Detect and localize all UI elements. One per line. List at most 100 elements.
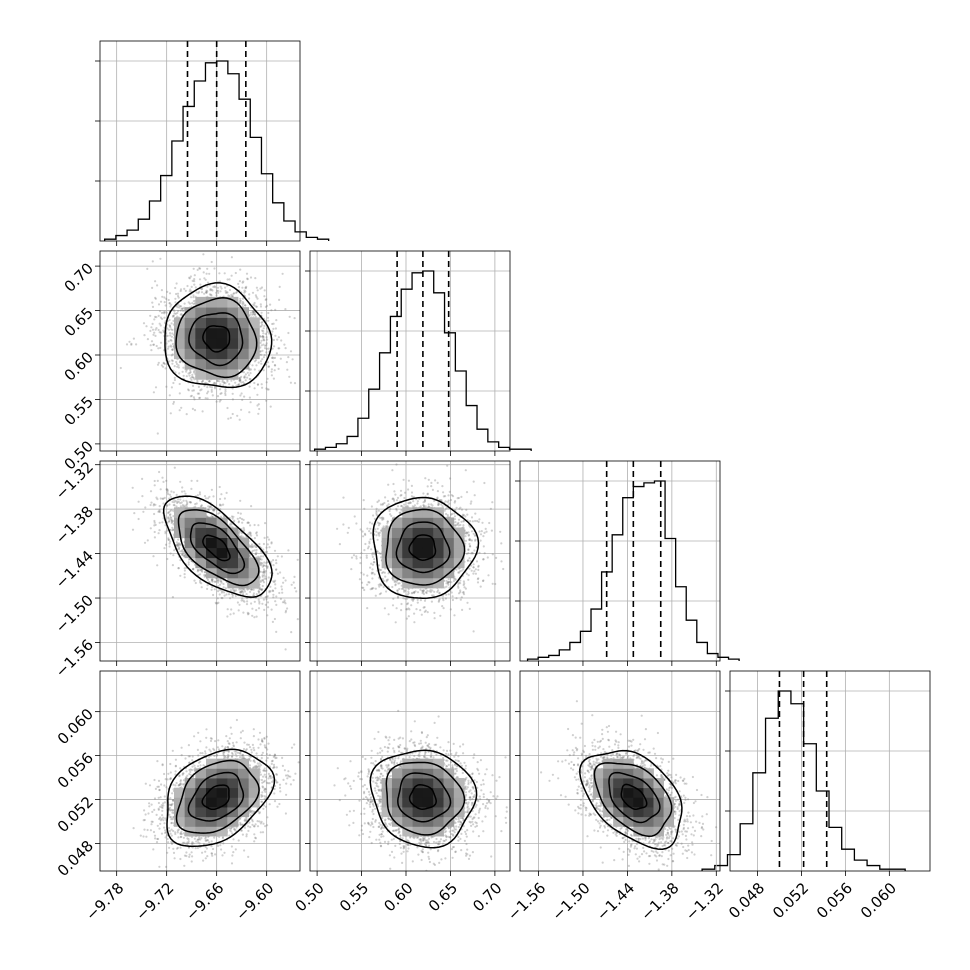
sample-point xyxy=(163,496,166,499)
sample-point xyxy=(163,301,166,304)
density-cell xyxy=(216,317,228,329)
sample-point xyxy=(280,588,284,591)
density-cell xyxy=(238,338,250,349)
sample-point xyxy=(266,595,269,598)
sample-point xyxy=(217,579,220,582)
sample-point xyxy=(252,312,255,315)
sample-point xyxy=(230,608,233,611)
sample-point xyxy=(158,510,161,513)
sample-point xyxy=(152,504,155,507)
sample-point xyxy=(176,544,179,547)
sample-point xyxy=(154,297,157,300)
sample-point xyxy=(184,492,187,495)
sample-point xyxy=(240,375,243,378)
sample-point xyxy=(261,584,264,588)
sample-point xyxy=(264,596,267,599)
sample-point xyxy=(279,597,282,601)
sample-point xyxy=(218,400,221,403)
sample-point xyxy=(234,271,237,275)
sample-point xyxy=(187,561,190,564)
sample-point xyxy=(158,521,161,524)
sample-point xyxy=(241,281,244,284)
sample-point xyxy=(141,477,144,480)
sample-point xyxy=(254,553,257,556)
sample-point xyxy=(172,314,175,317)
sample-point xyxy=(215,602,218,605)
sample-point xyxy=(224,388,227,391)
sample-point xyxy=(227,294,230,297)
sample-point xyxy=(274,587,277,590)
sample-point xyxy=(206,584,209,587)
sample-point xyxy=(170,339,173,342)
sample-point xyxy=(119,366,122,370)
sample-point xyxy=(181,307,184,310)
sample-point xyxy=(211,394,214,397)
sample-point xyxy=(156,284,159,287)
sample-point xyxy=(273,617,276,621)
sample-point xyxy=(173,504,176,507)
sample-point xyxy=(188,500,191,504)
sample-point xyxy=(171,500,174,503)
sample-point xyxy=(205,291,208,294)
sample-point xyxy=(263,295,266,298)
sample-point xyxy=(262,548,265,551)
density-cell xyxy=(216,327,228,339)
sample-point xyxy=(206,281,210,284)
sample-point xyxy=(246,533,250,536)
sample-point xyxy=(192,567,195,570)
sample-point xyxy=(185,505,188,508)
sample-point xyxy=(261,575,264,578)
sample-point xyxy=(251,364,254,367)
sample-point xyxy=(304,615,306,617)
sample-point xyxy=(260,588,263,591)
sample-point xyxy=(187,389,190,392)
sample-point xyxy=(211,586,214,589)
sample-point xyxy=(128,340,131,343)
sample-point xyxy=(262,339,265,342)
sample-point xyxy=(272,377,275,380)
sample-point xyxy=(255,548,258,552)
sample-point xyxy=(193,409,197,412)
sample-point xyxy=(191,384,195,387)
density-cell xyxy=(216,358,228,370)
sample-point xyxy=(259,360,262,363)
density-cell xyxy=(216,348,228,360)
sample-point xyxy=(150,326,153,329)
sample-point xyxy=(271,347,274,350)
sample-point xyxy=(255,286,258,289)
sample-point xyxy=(211,579,214,582)
sample-point xyxy=(171,328,174,332)
sample-point xyxy=(163,316,166,319)
sample-point xyxy=(182,374,185,377)
sample-point xyxy=(172,400,175,404)
density-cell xyxy=(216,296,228,308)
density-cell xyxy=(238,348,250,360)
sample-point xyxy=(257,555,260,559)
sample-point xyxy=(248,531,251,534)
sample-point xyxy=(252,313,255,316)
sample-point xyxy=(280,585,283,588)
sample-point xyxy=(181,486,184,489)
sample-point xyxy=(167,340,170,343)
sample-point xyxy=(213,285,216,288)
sample-point xyxy=(168,520,171,523)
sample-point xyxy=(208,272,211,275)
sample-point xyxy=(234,594,237,598)
sample-point xyxy=(251,310,254,313)
sample-point xyxy=(157,532,160,535)
sample-point xyxy=(149,314,152,317)
sample-point xyxy=(257,361,260,364)
sample-point xyxy=(249,368,253,371)
sample-point xyxy=(167,516,170,519)
sample-point xyxy=(248,297,251,300)
sample-point xyxy=(236,601,239,604)
sample-point xyxy=(189,501,192,504)
sample-point xyxy=(252,310,255,313)
sample-point xyxy=(284,347,287,350)
sample-point xyxy=(163,362,166,366)
sample-point xyxy=(237,609,240,612)
sample-point xyxy=(257,598,260,601)
sample-point xyxy=(219,515,223,518)
sample-point xyxy=(232,292,235,295)
sample-point xyxy=(246,597,249,600)
